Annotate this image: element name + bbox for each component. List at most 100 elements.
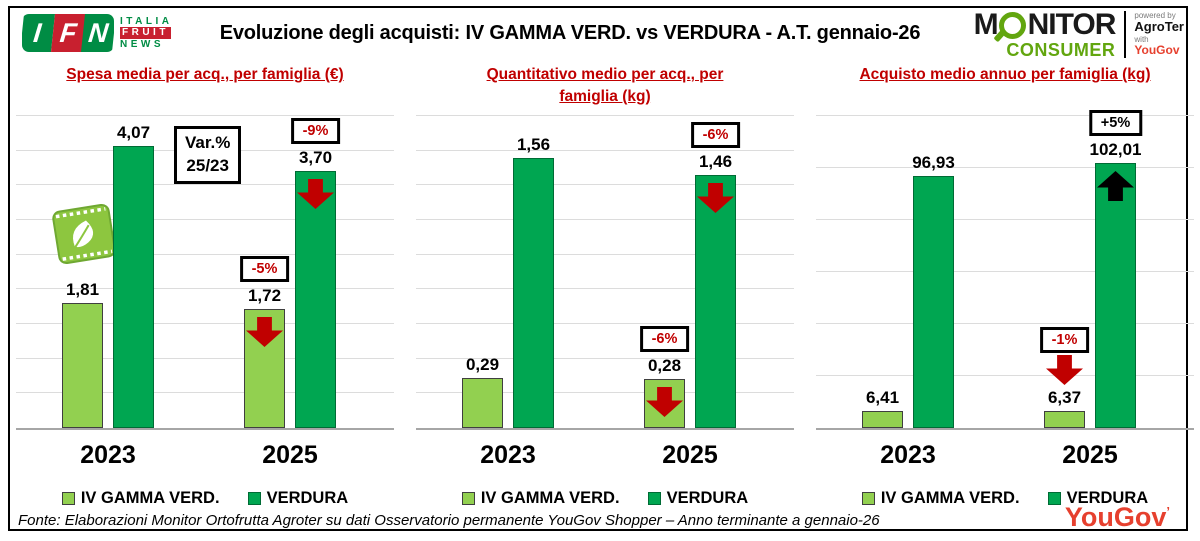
with-text: with [1134, 35, 1149, 45]
gridline [416, 323, 794, 324]
gridline [16, 253, 394, 255]
source-note: Fonte: Elaborazioni Monitor Ortofrutta A… [18, 512, 880, 529]
legend-swatch [247, 492, 261, 505]
legend-label: IV GAMMA VERD. [880, 489, 1020, 507]
pct-change-box: -1% [1039, 327, 1090, 353]
chart-quantitativo-medio: Quantitativo medio per acq., per famigli… [416, 64, 794, 507]
bar-verdura-2025 [1095, 163, 1136, 428]
gridline [416, 253, 794, 255]
chart-title: Acquisto medio annuo per famiglia (kg) [859, 66, 1151, 83]
bar-iv-gamma-verd-2023 [462, 378, 503, 428]
gridline [816, 271, 1194, 272]
gridline [16, 288, 394, 290]
axis-label-2023: 2023 [880, 441, 936, 469]
legend: IV GAMMA VERD. VERDURA [16, 489, 394, 508]
ifn-logo: I F N ITALIA FRUIT NEWS [22, 14, 172, 52]
legend-swatch [861, 492, 875, 505]
gridline [16, 357, 394, 359]
gridline [16, 115, 394, 116]
gridline [16, 392, 394, 394]
gridline [16, 323, 394, 324]
legend-label: IV GAMMA VERD. [480, 489, 620, 507]
ifn-letter-f: F [50, 14, 86, 52]
legend-label: VERDURA [266, 489, 349, 507]
gridline [416, 288, 794, 290]
chart-title: Spesa media per acq., per famiglia (€) [66, 66, 344, 83]
legend-item-verdura: VERDURA [647, 489, 749, 508]
ifn-letter-i: I [22, 14, 55, 52]
legend-swatch [461, 492, 475, 505]
plot-area: Var.% 25/23 1,81 1,72 -5% 4,07 3,70 -9% 2023 20… [16, 115, 394, 469]
axis-label-2025: 2025 [662, 441, 718, 469]
bar-iv-gamma-verd-2023 [62, 303, 103, 428]
bar-verdura-2023 [113, 146, 154, 428]
pct-change-box: -9% [290, 118, 341, 144]
chart-spesa-media: Spesa media per acq., per famiglia (€) V… [16, 64, 394, 507]
var-box: Var.% 25/23 [174, 126, 242, 184]
legend-swatch [1047, 492, 1061, 505]
ifn-news-text: NEWS [120, 38, 164, 50]
pct-change-box: +5% [1088, 110, 1143, 136]
ifn-letter-n: N [81, 14, 114, 52]
axis-label-2023: 2023 [80, 441, 136, 469]
value-label: 4,07 [116, 123, 151, 142]
bar-iv-gamma-verd-2025 [1044, 411, 1085, 428]
gridline [416, 219, 794, 220]
ifn-wordmark: ITALIA FRUIT NEWS [120, 16, 172, 51]
value-label: 6,41 [865, 388, 900, 407]
legend-item-iv-gamma-verd: IV GAMMA VERD. [461, 489, 620, 508]
value-label: 3,70 [298, 148, 333, 167]
yougov-logo: YouGov [1065, 502, 1170, 533]
value-label: 0,29 [465, 355, 500, 374]
gridline [816, 115, 1194, 116]
monitor-text: M .mglass::after{background:#62A60F;} NI… [973, 8, 1117, 41]
page-title: Evoluzione degli acquisti: IV GAMMA VERD… [219, 22, 921, 44]
chart-title: Quantitativo medio per acq., per famigli… [486, 66, 724, 105]
pct-change-box: -6% [690, 122, 741, 148]
gridline [816, 219, 1194, 220]
value-label: 0,28 [647, 356, 682, 375]
outer-frame [8, 6, 1188, 531]
chart-acquisto-medio-annuo: Acquisto medio annuo per famiglia (kg) 6… [816, 64, 1194, 507]
value-label: 102,01 [1089, 140, 1142, 159]
legend-swatch [647, 492, 661, 505]
bar-verdura-2025 [295, 171, 336, 428]
pct-change-box: -6% [639, 326, 690, 352]
ifn-fruit-text: FRUIT [120, 27, 171, 39]
legend: IV GAMMA VERD. VERDURA [416, 489, 794, 508]
legend-label: IV GAMMA VERD. [80, 489, 220, 507]
axis-label-2025: 2025 [1062, 441, 1118, 469]
gridline [416, 357, 794, 359]
var-box-line2: 25/23 [186, 155, 229, 175]
axis-label-2025: 2025 [262, 441, 318, 469]
value-label: 1,56 [516, 135, 551, 154]
gridline [416, 149, 794, 151]
legend: IV GAMMA VERD. VERDURA [816, 489, 1194, 508]
value-label: 1,72 [247, 286, 282, 305]
legend-label: VERDURA [666, 489, 749, 507]
salad-bag-icon [52, 203, 116, 265]
powered-by-text: powered by [1134, 10, 1176, 20]
value-label: 96,93 [912, 153, 955, 172]
pct-change-box: -5% [239, 256, 290, 282]
monitor-m: M [973, 8, 999, 41]
gridline [16, 184, 394, 186]
ifn-italia-text: ITALIA [120, 15, 173, 27]
monitor-nitor: NITOR [1027, 8, 1117, 41]
magnifier-icon: .mglass::after{background:#62A60F;} [998, 11, 1026, 39]
gridline [416, 184, 794, 186]
legend-swatch [61, 492, 75, 505]
gridline [16, 219, 394, 220]
value-label: 1,81 [65, 280, 100, 299]
value-label: 1,46 [698, 152, 733, 171]
gridline [416, 392, 794, 394]
value-label: 6,37 [1047, 388, 1082, 407]
gridline [816, 375, 1194, 376]
bar-verdura-2025 [695, 175, 736, 428]
legend-item-iv-gamma-verd: IV GAMMA VERD. [61, 489, 220, 508]
ifn-badge: I F N [22, 14, 114, 52]
gridline [416, 115, 794, 116]
gridline [816, 167, 1194, 168]
var-box-line1: Var.% [185, 133, 231, 152]
